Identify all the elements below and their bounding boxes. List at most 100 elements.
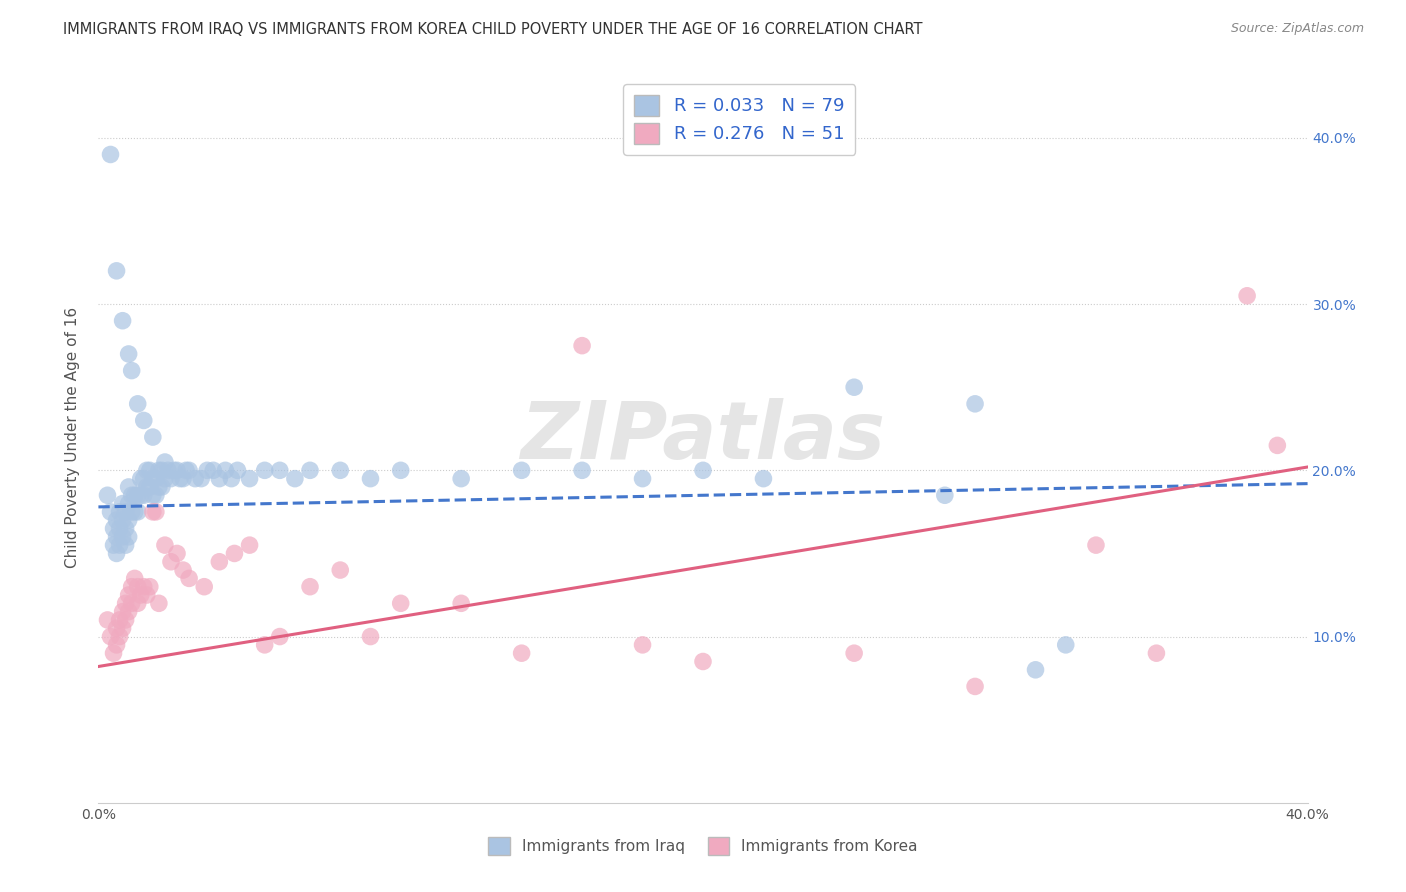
Point (103, 521, 125, 535)
Point (172, 472, 194, 486)
Point (127, 488, 149, 502)
Point (129, 472, 152, 486)
Point (135, 588, 157, 602)
Y-axis label: Child Poverty Under the Age of 16: Child Poverty Under the Age of 16 (65, 307, 80, 567)
Point (108, 630, 131, 644)
Point (145, 505, 167, 519)
Point (299, 580, 322, 594)
Point (150, 480, 173, 494)
Point (1236, 289, 1258, 303)
Point (208, 555, 231, 569)
Point (100, 147, 122, 161)
Point (1054, 638, 1077, 652)
Text: IMMIGRANTS FROM IRAQ VS IMMIGRANTS FROM KOREA CHILD POVERTY UNDER THE AGE OF 16 : IMMIGRANTS FROM IRAQ VS IMMIGRANTS FROM … (63, 22, 922, 37)
Point (166, 463, 188, 477)
Point (121, 596, 143, 610)
Point (111, 605, 134, 619)
Point (129, 488, 152, 502)
Point (193, 580, 215, 594)
Point (179, 463, 201, 477)
Legend: Immigrants from Iraq, Immigrants from Korea: Immigrants from Iraq, Immigrants from Ko… (482, 831, 924, 861)
Point (389, 596, 412, 610)
Point (118, 497, 141, 511)
Point (195, 463, 218, 477)
Point (100, 505, 122, 519)
Point (631, 638, 654, 652)
Point (103, 646, 125, 660)
Point (103, 538, 125, 552)
Point (111, 621, 134, 635)
Point (148, 463, 170, 477)
Point (934, 488, 956, 502)
Point (127, 505, 149, 519)
Point (105, 638, 128, 652)
Point (153, 472, 176, 486)
Point (148, 480, 170, 494)
Text: ZIPatlas: ZIPatlas (520, 398, 886, 476)
Point (118, 480, 141, 494)
Point (692, 655, 714, 669)
Point (142, 505, 165, 519)
Point (132, 413, 155, 427)
Point (132, 488, 155, 502)
Point (239, 472, 262, 486)
Point (105, 264, 128, 278)
Point (127, 397, 149, 411)
Point (239, 538, 262, 552)
Point (111, 314, 134, 328)
Point (105, 546, 128, 560)
Point (752, 472, 775, 486)
Point (329, 563, 352, 577)
Point (132, 472, 155, 486)
Point (510, 646, 533, 660)
Point (571, 338, 593, 352)
Point (139, 480, 162, 494)
Point (124, 571, 146, 585)
Point (129, 588, 152, 602)
Point (269, 463, 291, 477)
Point (96, 488, 118, 502)
Point (142, 430, 165, 444)
Point (118, 605, 141, 619)
Point (145, 488, 167, 502)
Point (226, 463, 249, 477)
Point (105, 621, 128, 635)
Point (108, 521, 131, 535)
Point (139, 463, 162, 477)
Point (269, 630, 291, 644)
Point (118, 347, 141, 361)
Point (160, 472, 183, 486)
Point (163, 463, 186, 477)
Point (160, 555, 183, 569)
Point (121, 488, 143, 502)
Point (150, 463, 173, 477)
Point (571, 463, 593, 477)
Point (190, 472, 212, 486)
Point (169, 472, 191, 486)
Point (450, 472, 472, 486)
Point (179, 571, 201, 585)
Point (1024, 663, 1046, 677)
Point (96, 613, 118, 627)
Point (172, 563, 194, 577)
Point (510, 463, 533, 477)
Point (124, 488, 146, 502)
Point (174, 463, 197, 477)
Point (224, 546, 246, 560)
Point (114, 596, 136, 610)
Point (284, 472, 307, 486)
Point (135, 463, 157, 477)
Point (153, 455, 176, 469)
Point (114, 521, 136, 535)
Point (253, 638, 276, 652)
Point (166, 546, 188, 560)
Point (153, 538, 176, 552)
Point (145, 472, 167, 486)
Point (450, 596, 472, 610)
Point (124, 505, 146, 519)
Point (329, 463, 352, 477)
Point (114, 538, 136, 552)
Point (299, 463, 322, 477)
Point (100, 630, 122, 644)
Point (631, 472, 654, 486)
